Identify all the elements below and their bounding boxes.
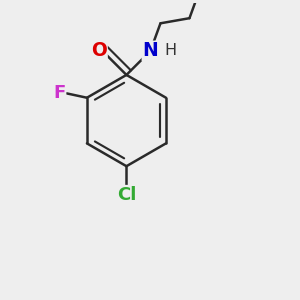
Text: O: O <box>91 41 107 61</box>
Text: H: H <box>164 44 177 59</box>
Text: N: N <box>142 41 158 61</box>
Text: Cl: Cl <box>117 186 136 204</box>
Text: F: F <box>53 84 65 102</box>
